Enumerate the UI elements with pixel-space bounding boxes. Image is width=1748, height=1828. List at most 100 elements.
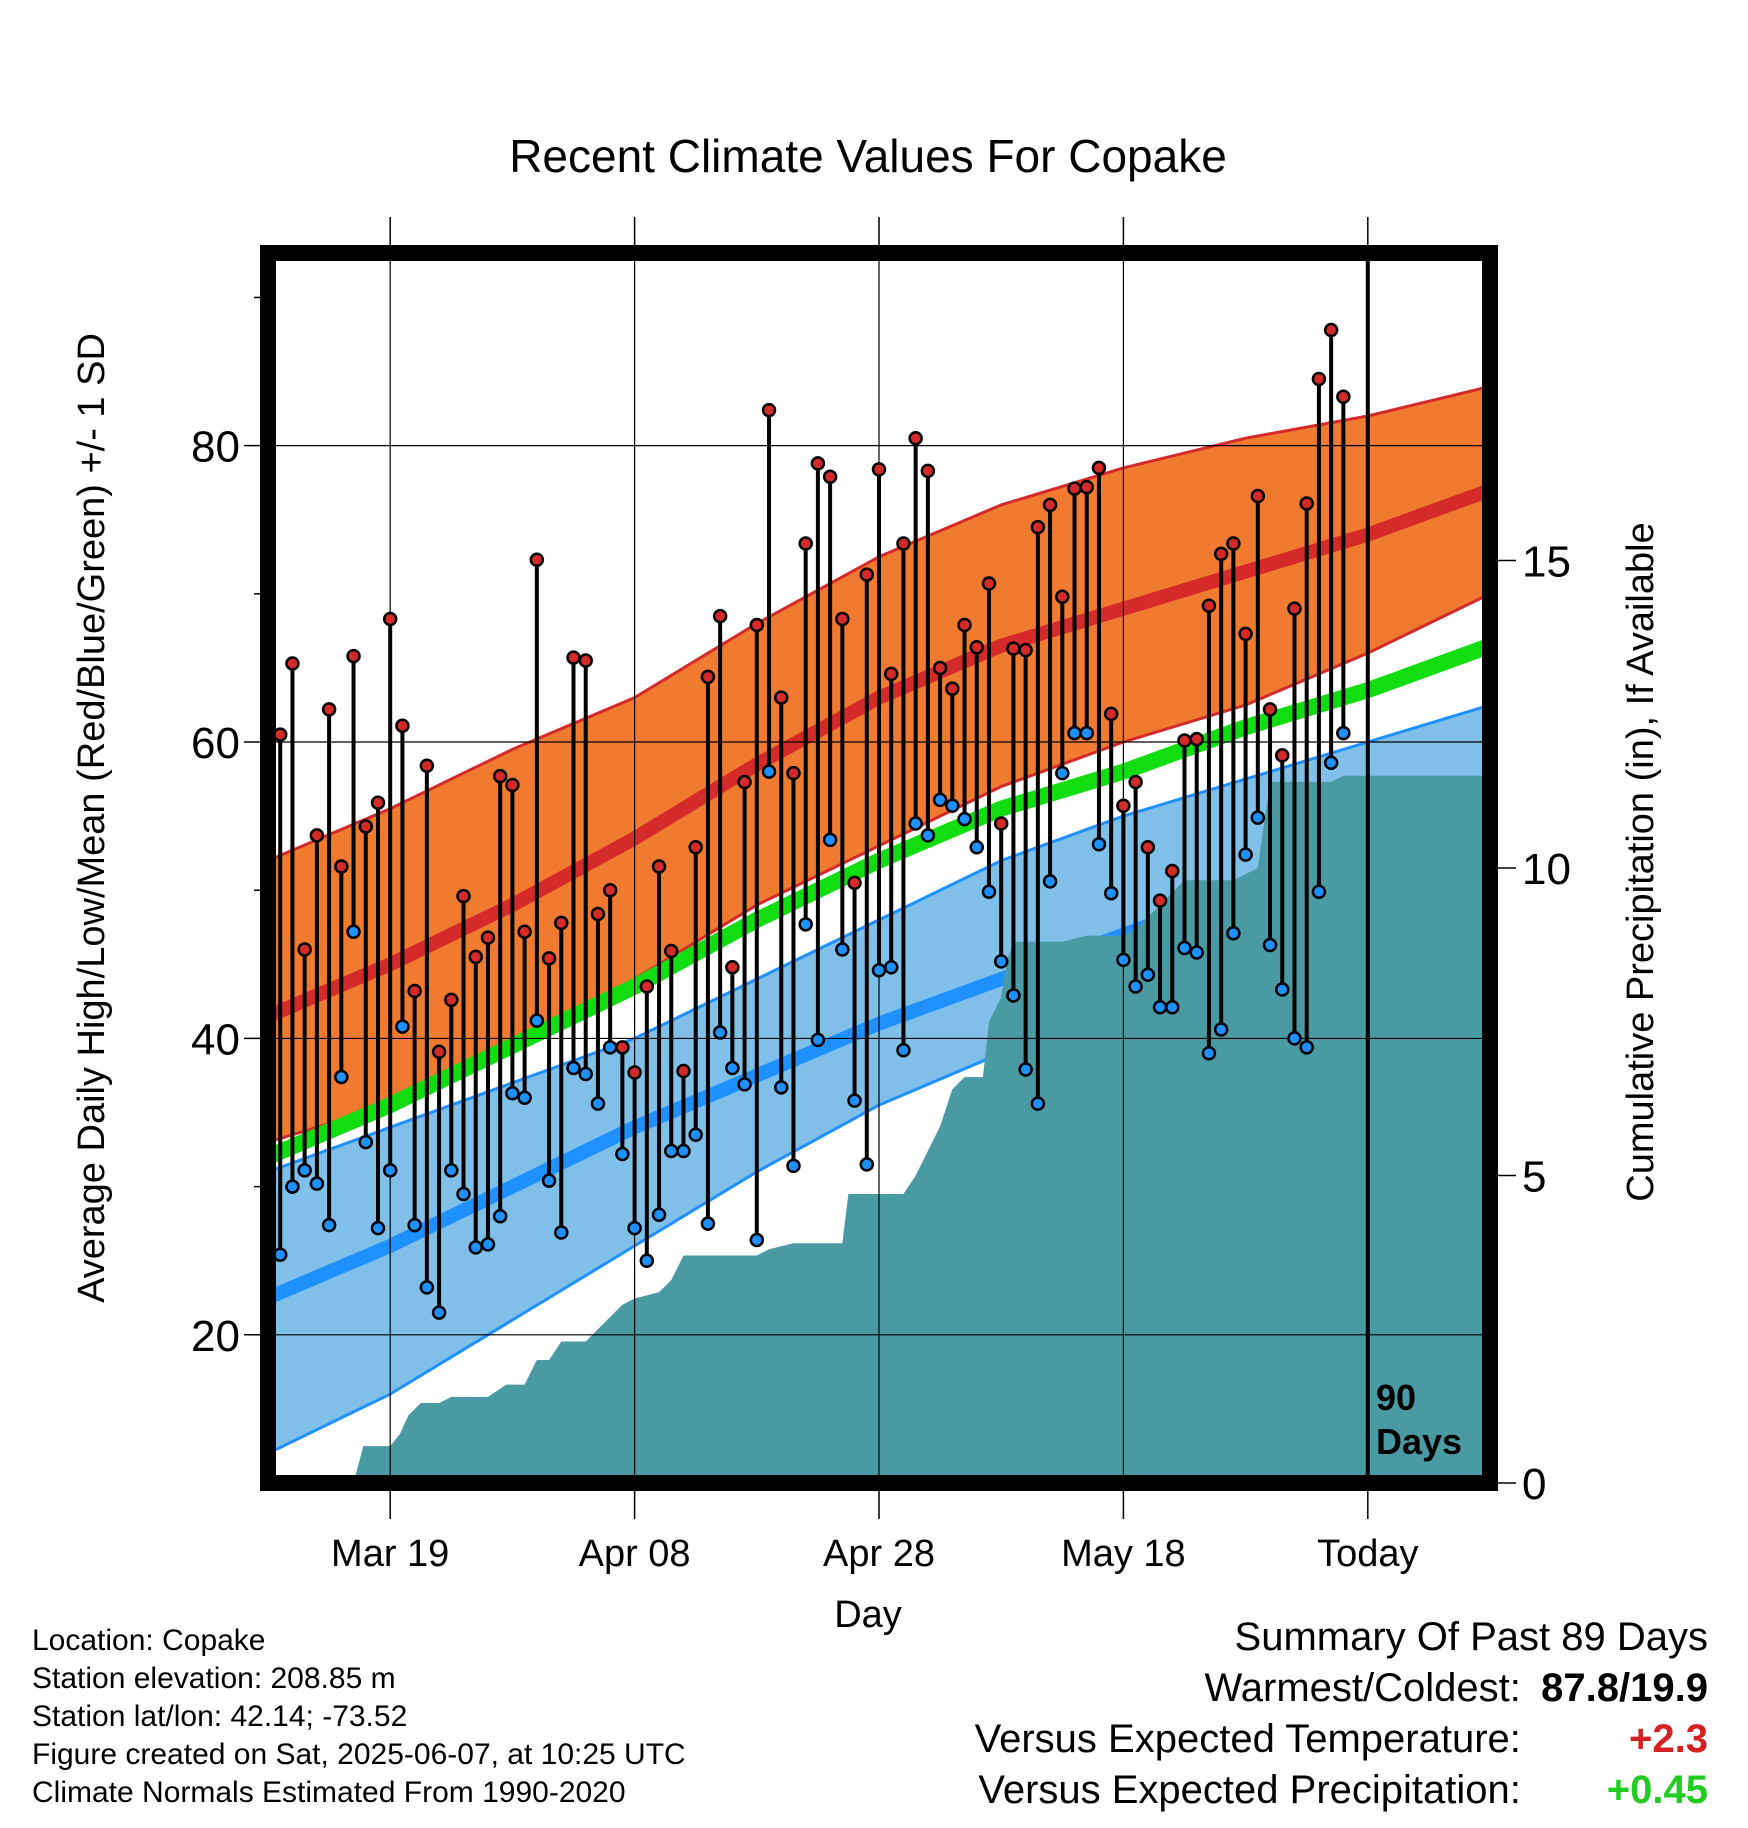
temp-value: +2.3 [1629, 1717, 1708, 1761]
x-tick-label: Mar 19 [331, 1533, 449, 1575]
station-info: Location: Copake Station elevation: 208.… [32, 1622, 686, 1812]
daily-low-point [969, 840, 985, 855]
daily-low-point [285, 1179, 300, 1194]
daily-low-point [786, 1158, 801, 1174]
x-tick-label: May 18 [1061, 1533, 1186, 1575]
daily-low-point [1165, 1000, 1180, 1015]
daily-high-point [1189, 731, 1204, 747]
daily-low-point [321, 1217, 337, 1233]
daily-high-point [1128, 774, 1143, 790]
daily-high-point [468, 949, 483, 965]
daily-low-point [957, 811, 972, 827]
daily-high-point [1250, 488, 1266, 504]
daily-low-point [382, 1163, 398, 1178]
daily-high-point [529, 552, 545, 568]
daily-high-point [945, 681, 960, 696]
daily-low-point [1067, 725, 1082, 741]
daily-high-point [492, 768, 508, 784]
daily-low-point [993, 954, 1009, 969]
daily-low-point [334, 1069, 349, 1085]
daily-low-point [1042, 874, 1058, 889]
chart-title: Recent Climate Values For Copake [509, 130, 1227, 182]
daily-high-point [1262, 702, 1278, 717]
daily-low-point [945, 798, 960, 814]
daily-high-point [456, 888, 471, 904]
daily-high-point [664, 943, 679, 959]
daily-high-point [1238, 626, 1253, 642]
daily-high-point [346, 648, 361, 664]
summary-heading: Summary Of Past 89 Days [1234, 1615, 1708, 1659]
daily-low-point [908, 816, 923, 831]
daily-high-point [1299, 496, 1314, 511]
daily-high-point [920, 463, 936, 479]
daily-low-point [1287, 1031, 1302, 1046]
daily-high-point [334, 859, 349, 874]
daily-high-point [541, 951, 557, 966]
daily-high-point [407, 983, 422, 999]
daily-low-point [871, 963, 887, 978]
normals-text: Climate Normals Estimated From 1990-2020 [32, 1776, 626, 1809]
daily-low-point [688, 1127, 703, 1142]
daily-low-point [1018, 1062, 1033, 1077]
plot-inner [268, 253, 1490, 1483]
x-tick-label: Apr 28 [823, 1533, 935, 1575]
daily-low-point [1103, 885, 1119, 901]
daily-high-point [676, 1063, 691, 1079]
daily-low-point [1299, 1040, 1314, 1055]
daily-low-point [896, 1043, 911, 1058]
daily-high-point [749, 617, 765, 633]
daily-high-point [725, 960, 740, 975]
daily-high-point [285, 656, 300, 671]
daily-low-point [1336, 725, 1351, 741]
daily-low-point [1140, 967, 1156, 982]
daily-low-point [517, 1090, 532, 1105]
daily-low-point [773, 1080, 789, 1095]
daily-low-point [1128, 979, 1143, 994]
daily-high-point [272, 727, 288, 742]
daily-high-point [957, 617, 972, 633]
daily-low-point [932, 792, 948, 808]
daily-high-point [786, 765, 801, 781]
daily-high-point [321, 702, 337, 717]
daily-high-point [981, 576, 997, 591]
daily-high-point [1140, 840, 1156, 855]
daily-low-point [761, 764, 777, 779]
daily-low-point [419, 1280, 435, 1295]
elevation-text: Station elevation: 208.85 m [32, 1662, 396, 1695]
daily-high-point [419, 758, 435, 773]
daily-low-point [859, 1157, 875, 1172]
daily-high-point [908, 430, 923, 446]
precip-value: +0.45 [1606, 1768, 1708, 1812]
daily-high-point [578, 653, 593, 668]
daily-low-point [1177, 940, 1192, 956]
daily-high-point [358, 819, 374, 834]
daily-high-point [639, 979, 655, 994]
created-text: Figure created on Sat, 2025-06-07, at 10… [32, 1738, 686, 1771]
days-label-line2: Days [1376, 1421, 1462, 1462]
daily-low-point [627, 1220, 642, 1236]
daily-high-point [700, 669, 716, 685]
daily-low-point [1189, 945, 1204, 960]
daily-low-point [444, 1163, 459, 1178]
daily-low-point [1250, 810, 1266, 825]
daily-high-point [883, 666, 899, 682]
daily-low-point [602, 1040, 618, 1055]
daily-low-point [981, 884, 997, 899]
daily-low-point [590, 1096, 606, 1111]
daily-high-point [712, 608, 728, 624]
daily-high-point [309, 828, 325, 843]
daily-high-point [688, 840, 703, 855]
daily-high-point [1336, 389, 1351, 404]
daily-low-point [639, 1253, 655, 1268]
daily-high-point [932, 660, 948, 676]
daily-low-point [798, 917, 813, 932]
daily-low-point [822, 832, 838, 848]
daily-low-point [1238, 847, 1253, 862]
y-axis-label-right: Cumulative Precipitation (in), If Availa… [1620, 522, 1662, 1201]
daily-high-point [505, 777, 520, 793]
daily-high-point [1030, 519, 1046, 535]
precip-row: Versus Expected Precipitation: +0.45 [975, 1765, 1708, 1816]
y-tick-label-right: 5 [1522, 1153, 1546, 1202]
daily-low-point [651, 1207, 667, 1223]
daily-high-point [566, 650, 581, 665]
